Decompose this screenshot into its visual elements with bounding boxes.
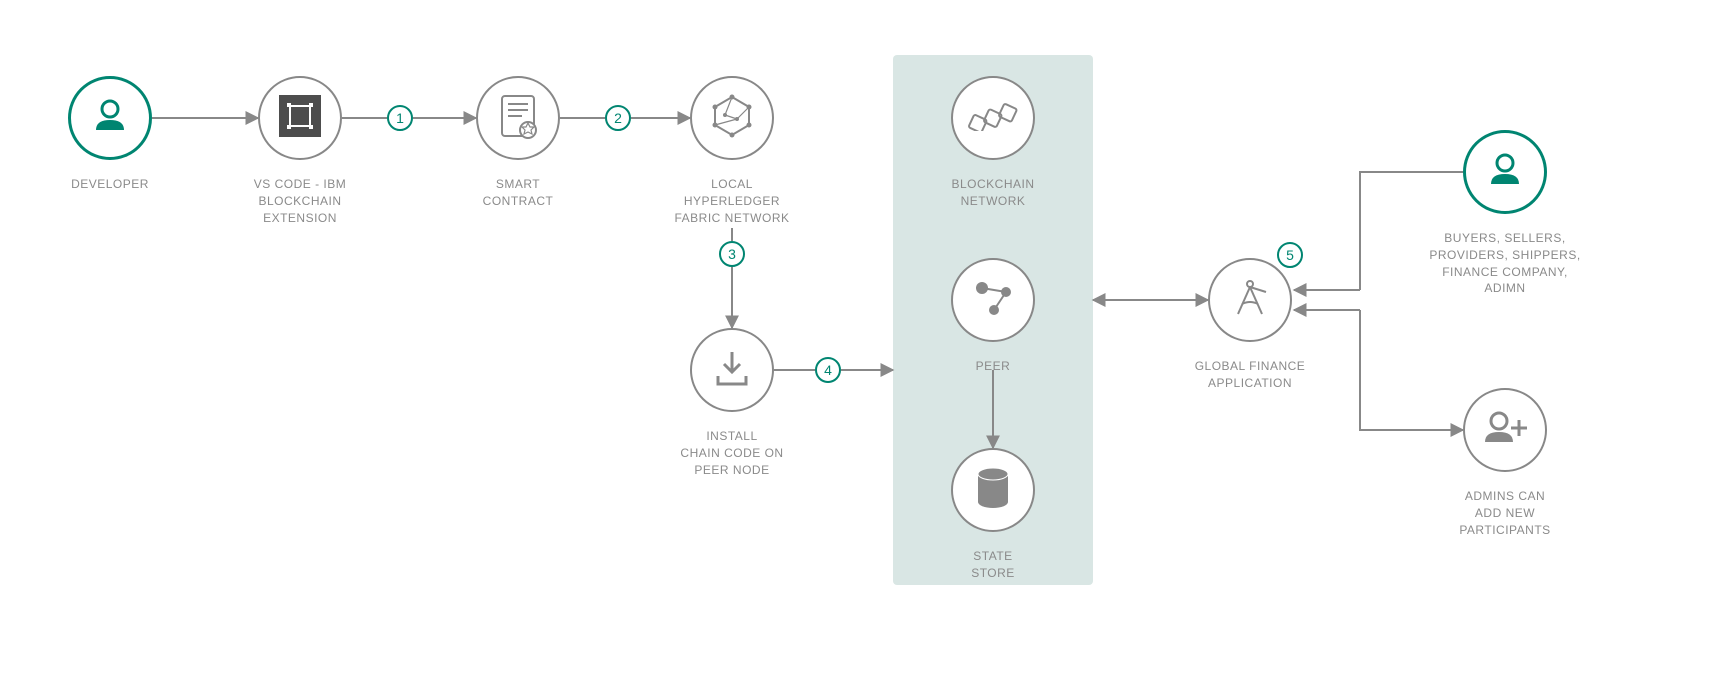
node-admins [1463, 388, 1547, 472]
chain-icon [965, 101, 1021, 136]
node-vscode [258, 76, 342, 160]
node-label-developer: DEVELOPER [20, 176, 200, 193]
step-badge-5: 5 [1277, 242, 1303, 268]
node-gfa [1208, 258, 1292, 342]
person-icon [88, 94, 132, 143]
node-label-vscode: VS CODE - IBMBLOCKCHAINEXTENSION [210, 176, 390, 226]
flowchart-diagram: 1 2 3 4 5 DEVELOPER VS CODE - IBMBLOCKCHAINEX… [0, 0, 1719, 697]
node-label-fabric: LOCALHYPERLEDGERFABRIC NETWORK [642, 176, 822, 226]
step-badge-4: 4 [815, 357, 841, 383]
vscode-icon [275, 91, 325, 146]
step-badge-1: 1 [387, 105, 413, 131]
download-icon [710, 346, 754, 395]
person-icon [1483, 148, 1527, 197]
node-label-gfa: GLOBAL FINANCEAPPLICATION [1160, 358, 1340, 392]
contract-icon [496, 92, 540, 145]
node-label-contract: SMARTCONTRACT [428, 176, 608, 210]
step-badge-3: 3 [719, 241, 745, 267]
node-label-buyers: BUYERS, SELLERS,PROVIDERS, SHIPPERS,FINA… [1415, 230, 1595, 297]
step-badge-2: 2 [605, 105, 631, 131]
node-blockchain [951, 76, 1035, 160]
node-developer [68, 76, 152, 160]
node-install [690, 328, 774, 412]
edges-layer [0, 0, 1719, 697]
person_plus-icon [1479, 406, 1531, 455]
db-icon [973, 465, 1013, 516]
compass-icon [1228, 276, 1272, 325]
node-label-statestore: STATESTORE [903, 548, 1083, 582]
node-contract [476, 76, 560, 160]
peer-icon [970, 278, 1016, 323]
node-label-blockchain: BLOCKCHAINNETWORK [903, 176, 1083, 210]
node-buyers [1463, 130, 1547, 214]
node-statestore [951, 448, 1035, 532]
node-label-admins: ADMINS CANADD NEWPARTICIPANTS [1415, 488, 1595, 538]
node-label-peer: PEER [903, 358, 1083, 375]
node-fabric [690, 76, 774, 160]
network-icon [707, 91, 757, 146]
node-label-install: INSTALLCHAIN CODE ONPEER NODE [642, 428, 822, 478]
node-peer [951, 258, 1035, 342]
